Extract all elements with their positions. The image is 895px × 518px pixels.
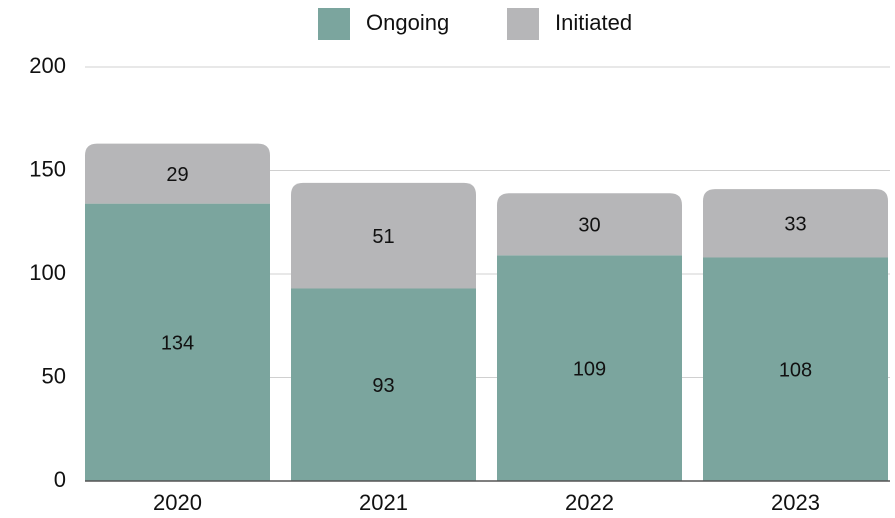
bar-segment [497,193,682,256]
bar-segment [497,255,682,481]
bar-segment [85,143,270,204]
legend-label: Initiated [555,10,632,35]
data-label: 51 [372,226,394,248]
y-tick-label: 100 [29,260,66,285]
x-tick-label: 2022 [565,490,614,515]
bar-segment [291,288,476,481]
bar-segment [291,182,476,289]
x-tick-label: 2021 [359,490,408,515]
legend-label: Ongoing [366,10,449,35]
legend-swatch [507,8,539,40]
data-label: 108 [779,360,812,382]
legend-swatch [318,8,350,40]
y-tick-label: 0 [54,467,66,492]
data-label: 134 [161,333,194,355]
x-tick-label: 2023 [771,490,820,515]
y-tick-label: 50 [42,363,66,388]
y-tick-label: 150 [29,156,66,181]
y-tick-label: 200 [29,53,66,78]
bar-segment [703,257,888,481]
data-label: 109 [573,358,606,380]
data-label: 93 [372,375,394,397]
data-label: 30 [578,215,600,237]
bar-segment [703,189,888,258]
x-tick-label: 2020 [153,490,202,515]
data-label: 29 [166,164,188,186]
data-label: 33 [784,214,806,236]
bar-segment [85,203,270,481]
